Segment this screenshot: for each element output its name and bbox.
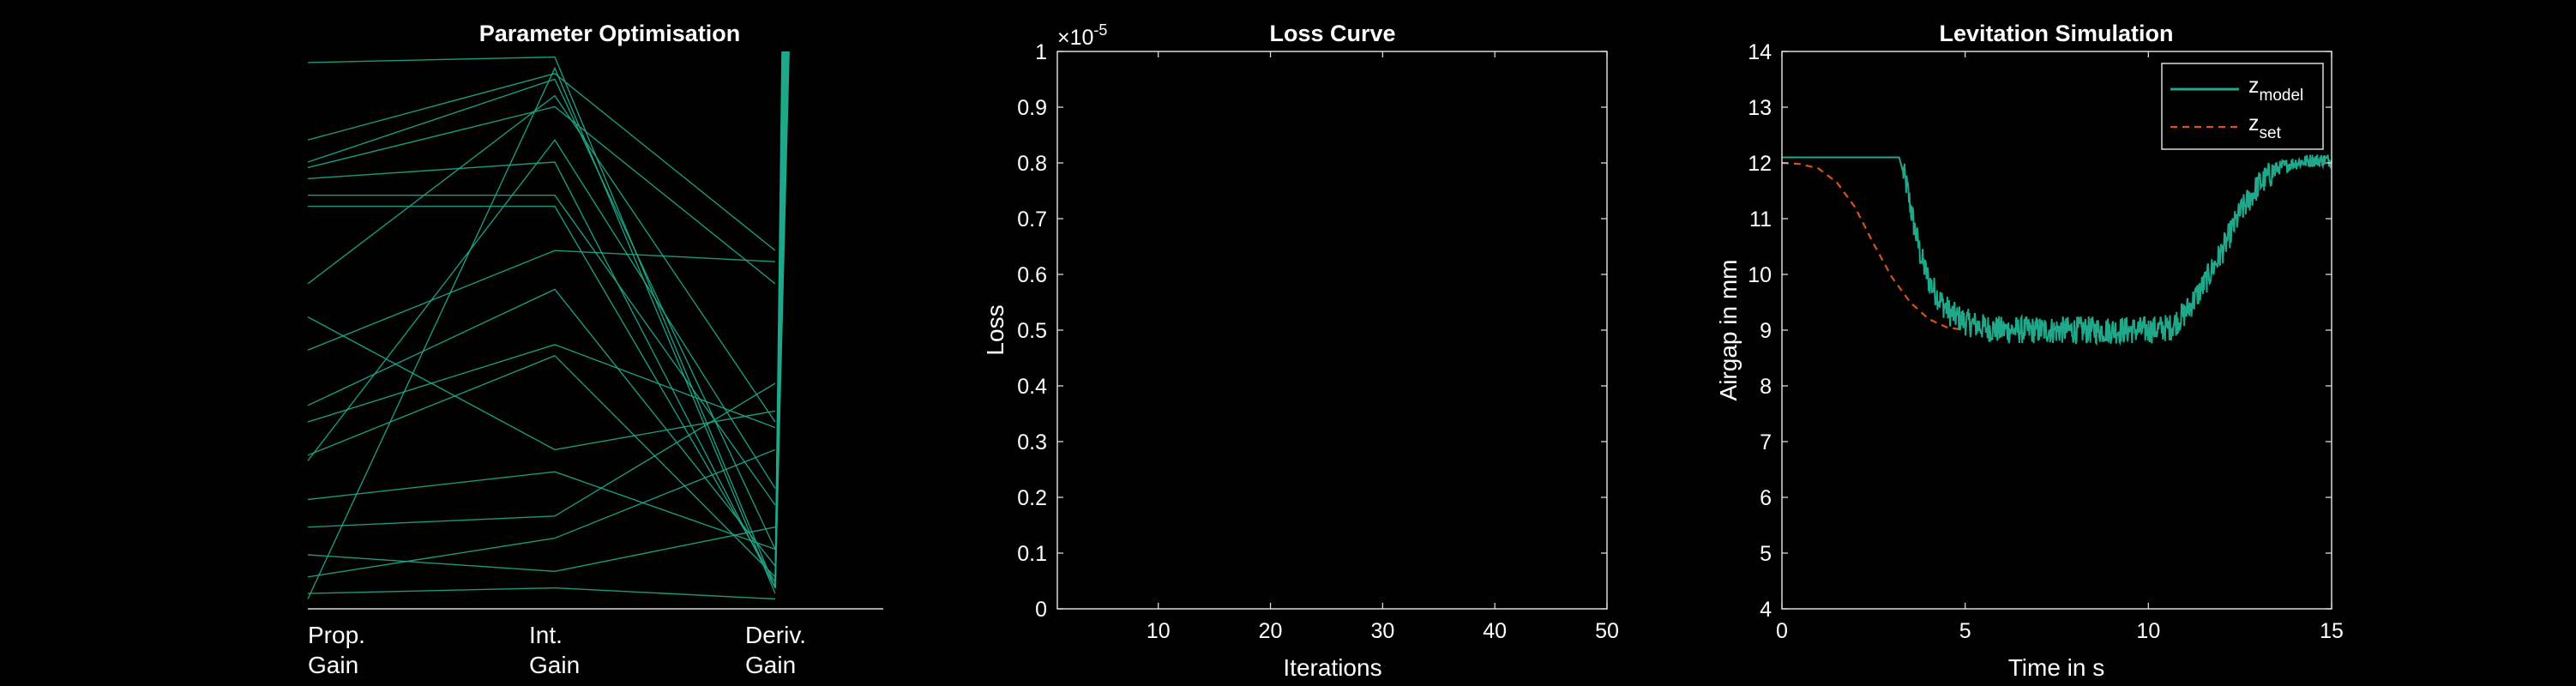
parameter-optimisation-panel: Parameter Optimisation Prop. Gain Int. G… [307,21,883,678]
int-gain-label-line1: Int. [529,622,563,648]
loss-ytick-label: 0.2 [1017,486,1047,510]
parcoords-line [307,344,776,429]
loss-curve-ylabel: Loss [982,304,1008,355]
levitation-ytick-label: 13 [1748,96,1772,120]
loss-curve-ticks: 10 20 30 40 50 0 0.1 0.2 0.3 0.4 0.5 0.6 0.7 0.8 0.9 1 [1017,40,1619,643]
levitation-ytick-label: 8 [1760,375,1772,399]
levitation-series [1781,154,2332,346]
parcoords-line [307,250,776,351]
loss-ytick-label: 0.7 [1017,208,1047,232]
levitation-ytick-label: 5 [1760,542,1772,566]
levitation-xtick-label: 0 [1776,619,1788,643]
parcoords-lines [307,51,790,600]
deriv-gain-label-line1: Deriv. [745,622,806,648]
parcoords-line [307,288,776,567]
parcoords-line [307,94,776,423]
parcoords-line [307,105,776,285]
levitation-ytick-label: 6 [1760,486,1772,510]
legend-set-label: zset [2248,111,2282,142]
parcoords-line [307,448,776,578]
parcoords-line [307,66,776,599]
loss-ytick-label: 0.9 [1017,96,1047,120]
levitation-ylabel: Airgap in mm [1715,260,1742,401]
parcoords-line [307,78,776,550]
z-model-line [1782,154,2332,346]
z-set-line [1781,161,1965,332]
loss-ytick-label: 0.8 [1017,152,1047,176]
loss-ytick-label: 0 [1035,598,1047,622]
parcoords-line [307,471,776,551]
loss-ytick-label: 1 [1035,40,1047,64]
prop-gain-label-line1: Prop. [308,622,365,648]
levitation-ticks: 0 5 10 15 4 5 6 7 8 9 10 11 12 13 14 [1748,40,2344,643]
int-gain-label-line2: Gain [529,652,580,678]
levitation-ytick-label: 14 [1748,40,1772,64]
parameter-optimisation-title: Parameter Optimisation [479,21,741,46]
levitation-xtick-label: 5 [1959,619,1971,643]
levitation-ytick-label: 7 [1760,430,1772,454]
levitation-xtick-label: 15 [2320,619,2344,643]
loss-xtick-label: 30 [1370,619,1394,643]
prop-gain-label-line2: Gain [308,652,358,678]
loss-curve-panel: Loss Curve 10 20 30 40 50 0 0.1 0.2 0.3 0.4 0.5 0.6… [982,21,1619,681]
levitation-simulation-title: Levitation Simulation [1939,21,2173,46]
loss-ytick-label: 0.6 [1017,263,1047,287]
parcoords-line [307,316,776,451]
loss-curve-title: Loss Curve [1269,21,1395,46]
levitation-legend: zmodel zset [2161,63,2324,150]
parcoords-line [307,382,776,528]
parcoords-line [307,138,776,489]
levitation-ytick-label: 10 [1748,263,1772,287]
parcoords-line [307,527,776,573]
parcoords-line [308,205,776,583]
parcoords-line [307,73,776,251]
levitation-simulation-panel: Levitation Simulation 0 5 10 15 4 5 6 7 8 9 10 11 12… [1715,21,2344,681]
levitation-xlabel: Time in s [2008,654,2105,681]
parcoords-line [307,587,776,600]
legend-box [2161,63,2324,150]
loss-xtick-label: 20 [1259,619,1283,643]
loss-ytick-label: 0.4 [1017,375,1047,399]
loss-ytick-label: 0.1 [1017,542,1047,566]
loss-ytick-label: 0.3 [1017,430,1047,454]
loss-exponent-label: ×10-5 [1057,21,1107,50]
loss-xtick-label: 40 [1483,619,1507,643]
loss-curve-xlabel: Iterations [1283,654,1381,681]
loss-xtick-label: 10 [1147,619,1171,643]
levitation-ytick-label: 9 [1760,319,1772,343]
levitation-ytick-label: 4 [1760,598,1772,622]
deriv-gain-label-line2: Gain [745,652,796,678]
loss-xtick-label: 50 [1595,619,1619,643]
parcoords-line [307,56,776,588]
parcoords-line [307,161,776,588]
levitation-ytick-label: 11 [1749,208,1772,232]
legend-model-label: zmodel [2248,74,2303,105]
loss-ytick-label: 0.5 [1017,319,1047,343]
levitation-ytick-label: 12 [1748,152,1772,176]
parcoords-line [308,194,776,506]
levitation-xtick-label: 10 [2136,619,2160,643]
parcoords-bundle-line [774,51,790,588]
